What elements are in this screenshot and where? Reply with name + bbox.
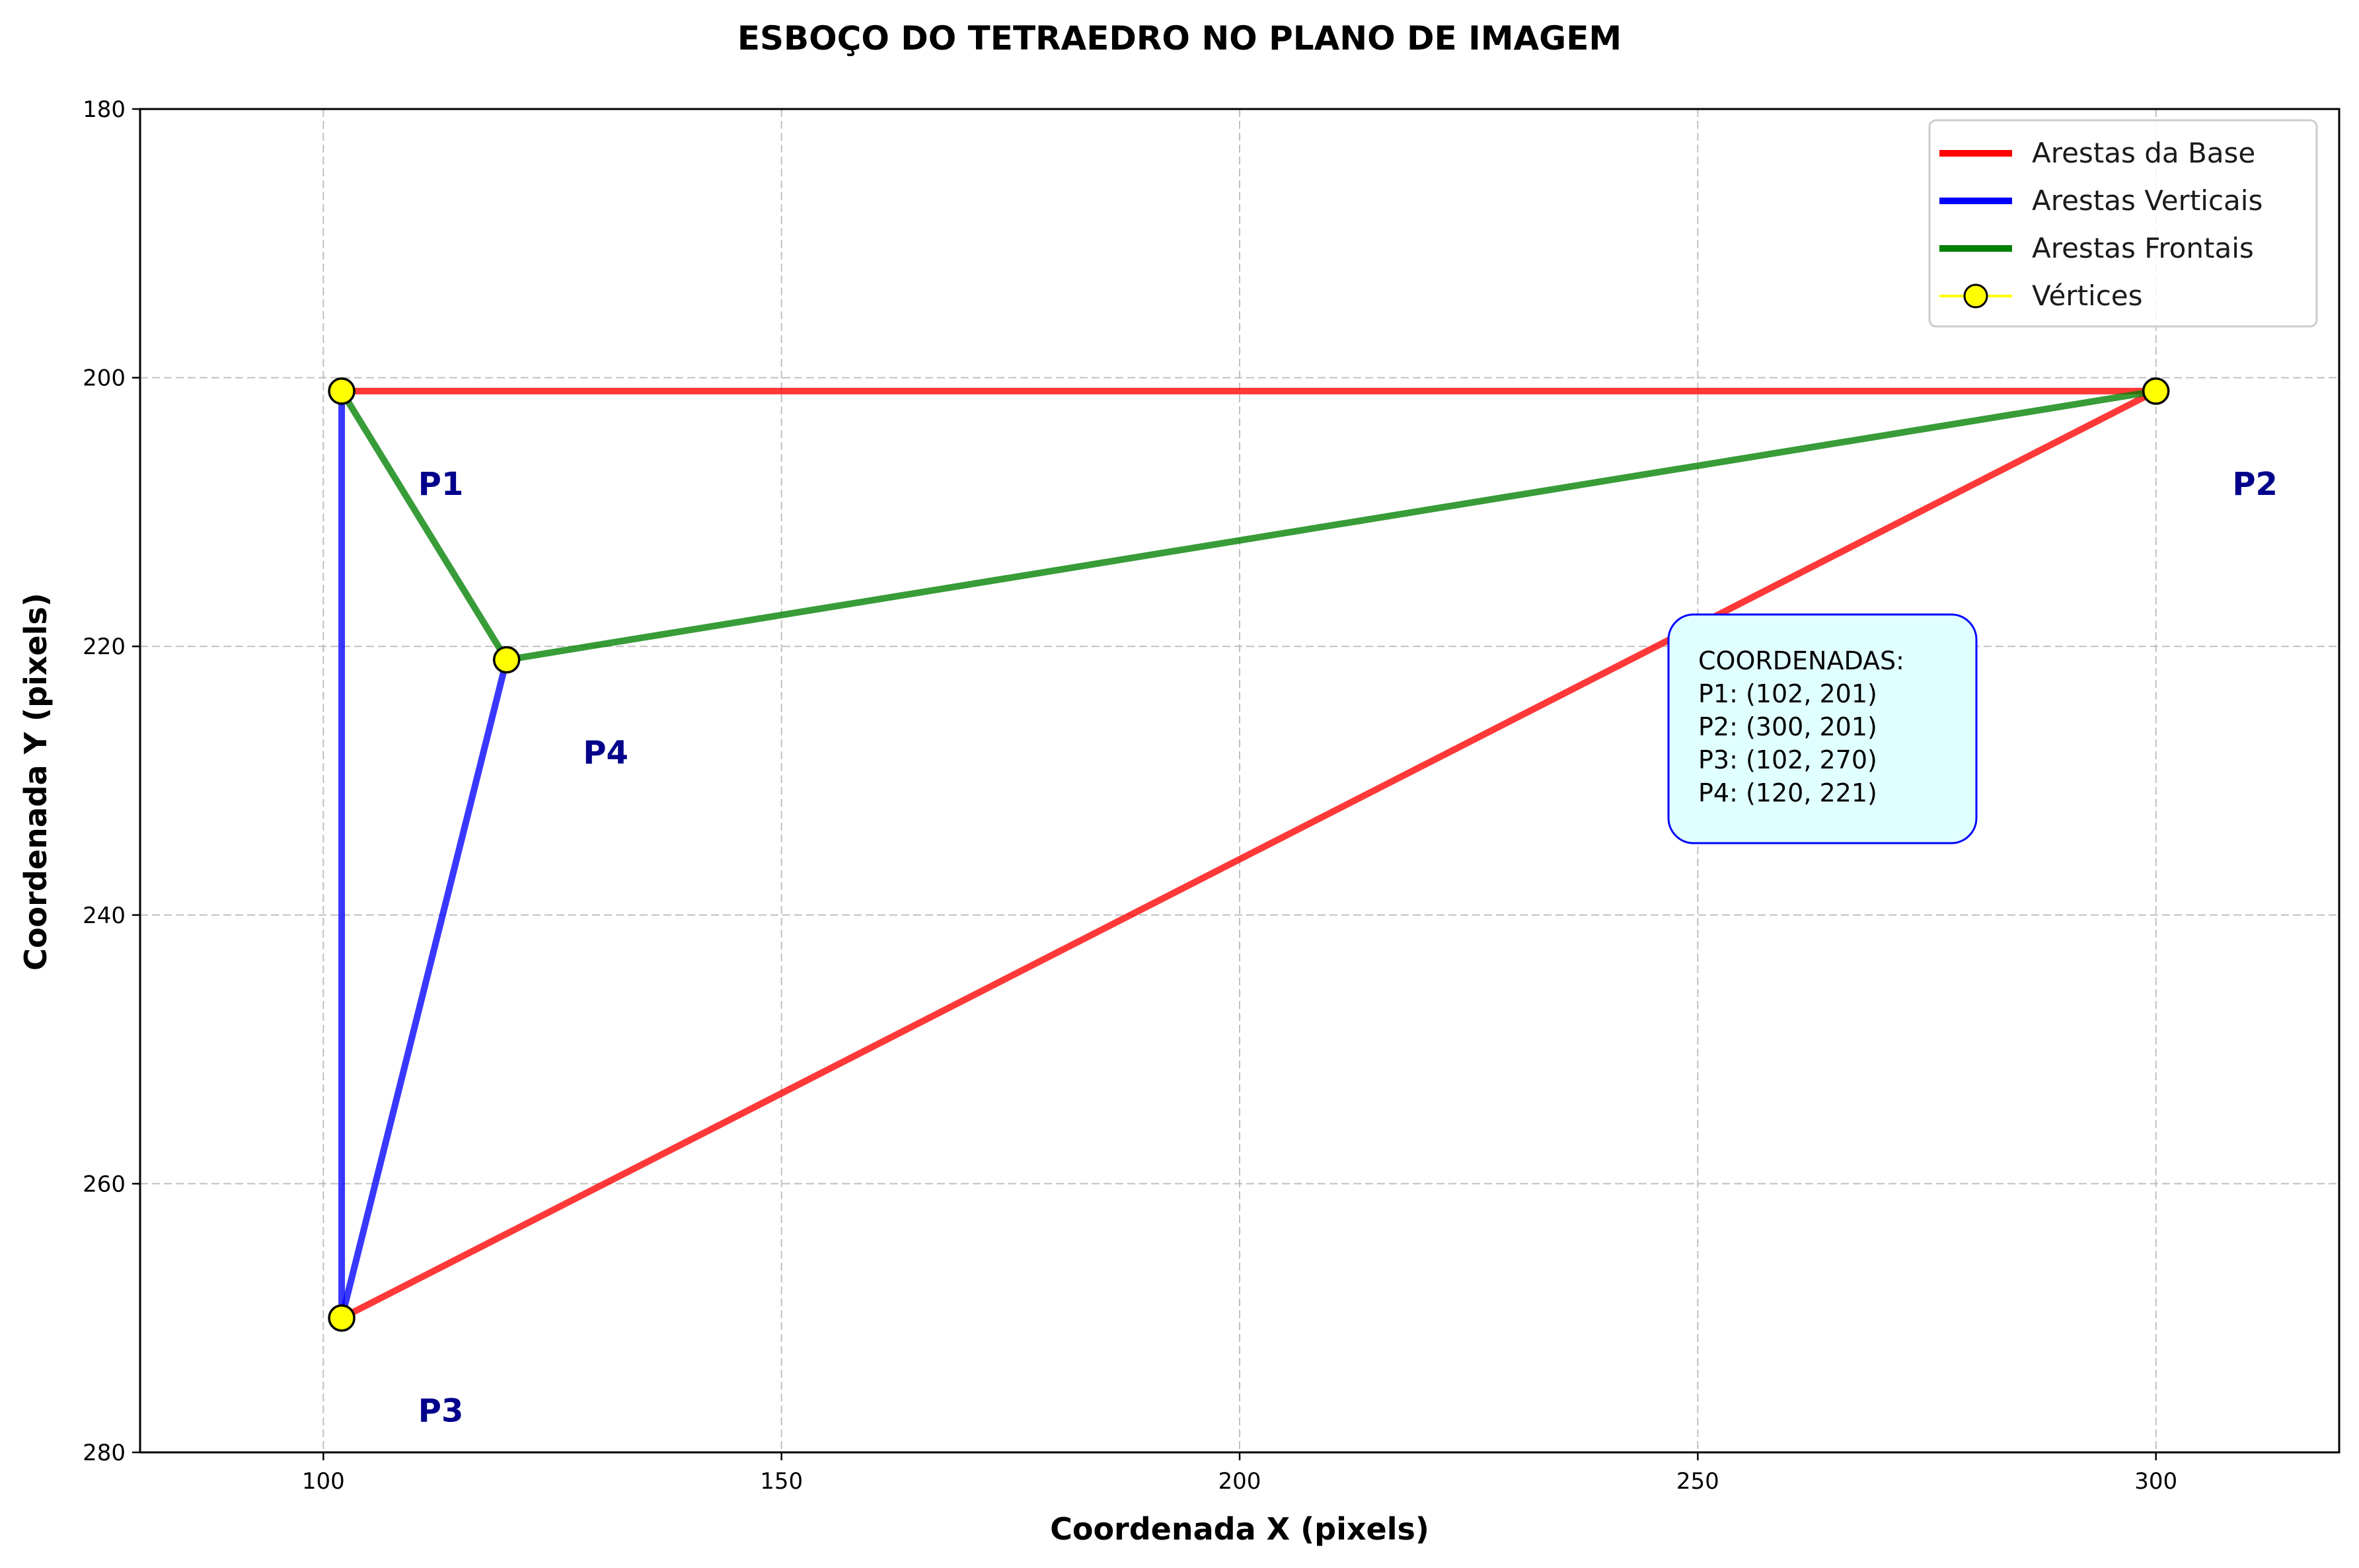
vertex-label-p2: P2 bbox=[2232, 466, 2278, 503]
y-tick-label: 200 bbox=[83, 365, 126, 392]
vertex-p4 bbox=[492, 646, 521, 674]
legend-label: Arestas Frontais bbox=[2032, 232, 2254, 264]
legend-label: Arestas da Base bbox=[2032, 137, 2255, 169]
coordinates-box-background bbox=[1667, 613, 1978, 844]
coordinates-box: COORDENADAS: P1: (102, 201) P2: (300, 201)… bbox=[1667, 613, 1978, 844]
edge-arestas-verticais bbox=[338, 656, 510, 1322]
legend-label: Arestas Verticais bbox=[2032, 184, 2263, 217]
coordinates-line: P3: (102, 270) bbox=[1698, 745, 1877, 774]
edge-arestas-da-base bbox=[338, 387, 2159, 1322]
y-tick-label: 240 bbox=[83, 903, 126, 929]
vertex-p1 bbox=[328, 377, 356, 405]
chart-title: ESBOÇO DO TETRAEDRO NO PLANO DE IMAGEM bbox=[737, 19, 1622, 57]
x-tick-label: 100 bbox=[302, 1468, 345, 1495]
y-tick-label: 220 bbox=[83, 634, 126, 660]
coordinates-line: P4: (120, 221) bbox=[1698, 778, 1877, 807]
x-tick-label: 150 bbox=[760, 1468, 803, 1495]
vertex-p2 bbox=[2142, 377, 2170, 405]
x-tick-label: 200 bbox=[1218, 1468, 1261, 1495]
edge-arestas-frontais bbox=[503, 387, 2159, 663]
y-tick-label: 180 bbox=[83, 96, 126, 123]
vertex-label-p4: P4 bbox=[583, 735, 628, 772]
vertex-label-p3: P3 bbox=[418, 1393, 464, 1430]
y-tick-label: 260 bbox=[83, 1171, 126, 1197]
x-tick-label: 250 bbox=[1676, 1468, 1719, 1495]
coordinates-line: P2: (300, 201) bbox=[1698, 712, 1877, 741]
legend-marker bbox=[1963, 283, 1988, 309]
y-axis-label: Coordenada Y (pixels) bbox=[18, 593, 54, 971]
edge-arestas-frontais bbox=[338, 387, 510, 663]
legend-label: Vértices bbox=[2032, 280, 2143, 312]
legend-frame bbox=[1928, 119, 2318, 328]
vertex-label-p1: P1 bbox=[418, 466, 464, 503]
x-tick-label: 300 bbox=[2134, 1468, 2177, 1495]
x-axis-label: Coordenada X (pixels) bbox=[1050, 1511, 1429, 1547]
legend: Arestas da Base Arestas Verticais Arestas … bbox=[1928, 119, 2318, 328]
coordinates-line: COORDENADAS: bbox=[1698, 646, 1904, 675]
vertex-p3 bbox=[328, 1304, 356, 1332]
y-tick-label: 280 bbox=[83, 1440, 126, 1466]
coordinates-line: P1: (102, 201) bbox=[1698, 679, 1877, 708]
vertex-labels: P1 P2 P3 P4 bbox=[418, 466, 2278, 1430]
vertices bbox=[328, 377, 2170, 1332]
axis-ticks: 100 150 200 250 300 180 200 220 240 260 280 bbox=[83, 96, 2177, 1495]
edges bbox=[338, 387, 2159, 1322]
